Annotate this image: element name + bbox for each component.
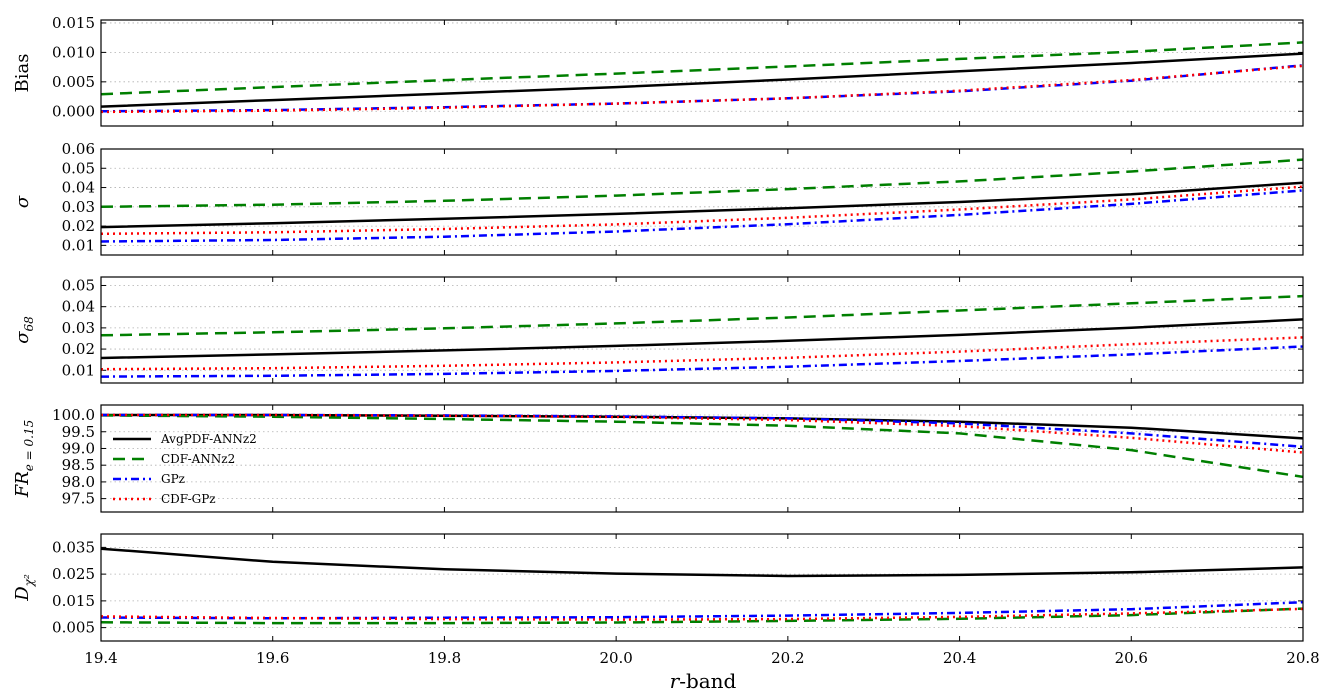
y-axis-label-sub: χ²: [22, 574, 36, 587]
y-tick-label: 98.0: [62, 473, 95, 491]
series-line-cdf-annz2: [101, 607, 1303, 625]
y-axis-label-main: FR: [12, 471, 33, 498]
y-axis-label: σ: [12, 195, 33, 208]
y-tick-label: 0.01: [62, 236, 95, 254]
series-group: [101, 547, 1303, 625]
y-axis-label: Dχ²: [12, 574, 36, 602]
series-line-gpz: [101, 413, 1303, 449]
y-tick-label: 0.025: [52, 565, 95, 583]
panel-sigma: 0.010.020.030.04 0.050.06 σ: [12, 140, 1304, 256]
panels-layer: 0.0000.0050.0100.015Bias0.010.020.030.04…: [12, 14, 1320, 667]
y-tick-label: 99.0: [62, 439, 95, 457]
y-tick-label: 0.02: [62, 340, 95, 358]
series-line-cdf-gpz: [101, 336, 1303, 371]
panel-frame: [100, 404, 1304, 513]
y-axis-label-main: σ: [12, 331, 33, 344]
panel-dchi2: 0.005 0.015 0.025 0.035 Dχ²: [12, 533, 1304, 642]
y-tick-label: 99.5: [62, 423, 95, 441]
x-tick-label: 20.6: [1115, 649, 1148, 667]
y-tick-label: 0.015: [52, 592, 95, 610]
series-line-gpz: [101, 600, 1303, 620]
y-tick-label: 0.06: [62, 140, 95, 158]
panel-frame: [100, 148, 1304, 256]
y-tick-label: 0.03: [62, 198, 95, 216]
legend: AvgPDF-ANNz2 CDF-ANNz2 GPz CDF-GPz: [113, 432, 257, 506]
series-line-avgpdf-annz2: [101, 318, 1303, 360]
x-tick-label: 20.4: [943, 649, 976, 667]
y-axis-label: FRe = 0.15: [12, 420, 36, 499]
x-tick-label: 20.0: [599, 649, 632, 667]
y-tick-label: 0.04: [62, 179, 95, 197]
y-axis-label-sub: e = 0.15: [22, 420, 36, 472]
y-tick-label: 0.000: [52, 102, 95, 120]
series-line-cdf-annz2: [101, 414, 1303, 479]
series-line-cdf-gpz: [101, 413, 1303, 454]
series-line-cdf-annz2: [101, 158, 1303, 209]
legend-label: AvgPDF-ANNz2: [160, 432, 257, 446]
y-tick-label: 0.035: [52, 538, 95, 556]
series-line-cdf-gpz: [101, 185, 1303, 236]
y-tick-label: 0.010: [52, 43, 95, 61]
panel-frame: [100, 533, 1304, 642]
legend-label: CDF-ANNz2: [161, 452, 235, 466]
y-tick-label: 98.5: [62, 456, 95, 474]
y-axis-label-main: σ: [12, 195, 33, 208]
y-tick-label: 0.03: [62, 319, 95, 337]
legend-label: GPz: [161, 472, 185, 486]
x-tick-label: 20.8: [1286, 649, 1319, 667]
x-axis-label: r-band: [670, 669, 737, 690]
series-line-gpz: [101, 345, 1303, 378]
series-line-gpz: [101, 189, 1303, 243]
x-tick-label: 20.2: [771, 649, 804, 667]
x-axis-label-rest: -band: [679, 669, 736, 690]
y-tick-label: 100.0: [52, 406, 95, 424]
y-axis-label: σ68: [12, 316, 36, 344]
series-group: [101, 158, 1303, 243]
series-group: [101, 41, 1303, 114]
panel-frame: [100, 276, 1304, 384]
panel-sigma68: 0.01 0.02 0.03 0.04 0.05 σ68: [12, 276, 1304, 384]
series-line-avgpdf-annz2: [101, 52, 1303, 108]
y-axis-label-main: D: [12, 586, 33, 602]
x-tick-label: 19.6: [256, 649, 289, 667]
y-tick-label: 0.015: [52, 14, 95, 32]
x-tick-label: 19.8: [428, 649, 461, 667]
y-axis-label-main: Bias: [12, 54, 33, 93]
panel-frame: [100, 19, 1304, 127]
series-group: [101, 294, 1303, 378]
series-line-cdf-annz2: [101, 294, 1303, 337]
series-line-avgpdf-annz2: [101, 547, 1303, 578]
panel-bias: 0.000 0.005 0.010 0.015 Bias: [12, 14, 1304, 127]
y-tick-label: 0.005: [52, 619, 95, 637]
series-line-cdf-annz2: [101, 41, 1303, 96]
y-tick-label: 0.02: [62, 217, 95, 235]
y-tick-label: 0.04: [62, 298, 95, 316]
series-line-cdf-gpz: [101, 607, 1303, 621]
y-axis-label: Bias: [12, 54, 33, 93]
y-tick-label: 0.005: [52, 73, 95, 91]
y-tick-label: 0.05: [62, 159, 95, 177]
y-tick-label: 97.5: [62, 490, 95, 508]
x-tick-label: 19.4: [84, 649, 117, 667]
y-tick-label: 0.01: [62, 361, 95, 379]
series-line-gpz: [101, 64, 1303, 113]
y-axis-label-sub: 68: [22, 316, 36, 332]
series-line-avgpdf-annz2: [101, 181, 1303, 229]
x-axis-label-italic: r: [670, 669, 681, 690]
y-tick-label: 0.05: [62, 276, 95, 294]
series-line-cdf-gpz: [101, 64, 1303, 114]
legend-label: CDF-GPz: [161, 492, 216, 506]
series-group: [101, 413, 1303, 479]
